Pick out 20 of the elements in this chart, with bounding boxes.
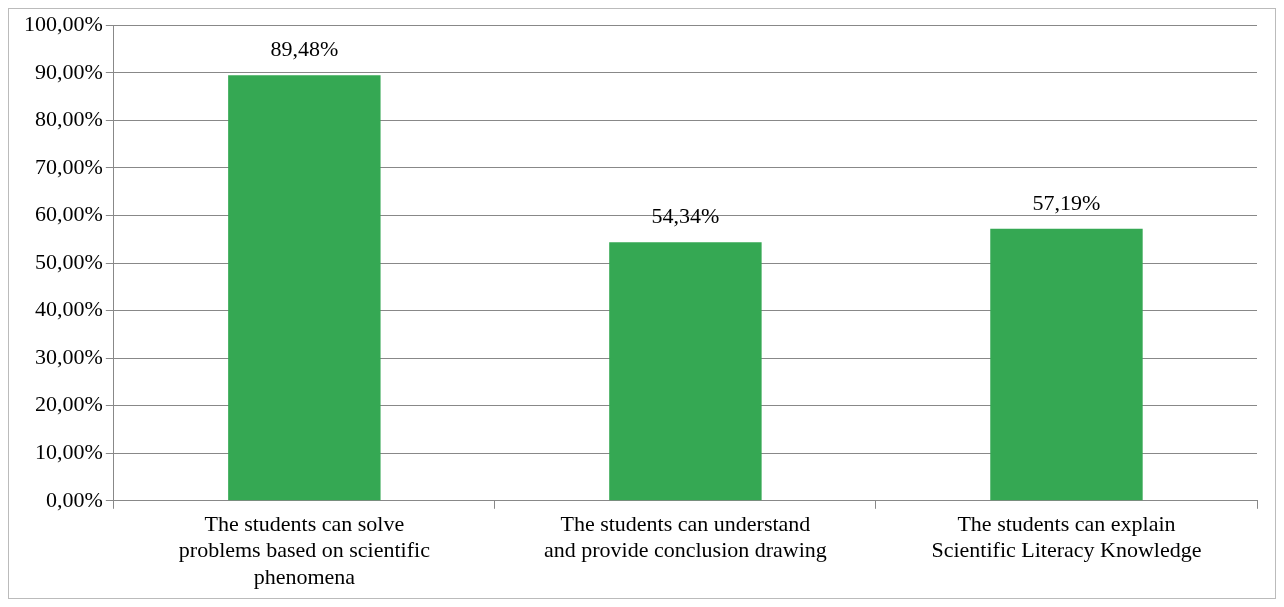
data-label: 57,19% [1032, 189, 1101, 215]
y-tick-label: 0,00% [46, 486, 103, 512]
y-tick-label: 60,00% [35, 201, 103, 227]
bar [228, 75, 381, 501]
data-label: 89,48% [270, 36, 339, 62]
y-tick-label: 20,00% [35, 391, 103, 417]
y-tick-label: 100,00% [24, 10, 103, 36]
x-tick-label: The students can solve problems based on scientific phenomena [178, 510, 431, 589]
y-tick-label: 50,00% [35, 248, 103, 274]
y-tick-label: 30,00% [35, 343, 103, 369]
bar [990, 228, 1143, 501]
y-tick-label: 10,00% [35, 439, 103, 465]
data-label: 54,34% [651, 203, 720, 229]
bar [609, 242, 762, 501]
y-tick-label: 40,00% [35, 296, 103, 322]
y-tick-label: 70,00% [35, 153, 103, 179]
x-tick-label: The students can explain Scientific Literacy Knowledge [931, 510, 1202, 563]
y-tick-label: 80,00% [35, 106, 103, 132]
y-tick-label: 90,00% [35, 58, 103, 84]
x-tick-label: The students can understand and provide conclusion drawing [543, 510, 827, 563]
